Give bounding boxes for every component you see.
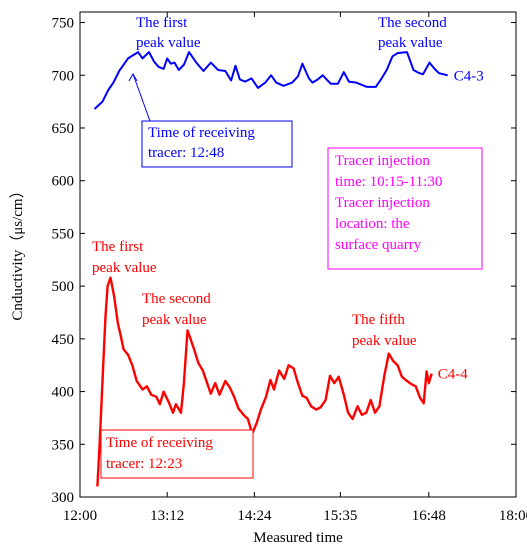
x-tick-label: 12:00	[63, 508, 97, 524]
x-axis: 12:00 13:12 14:24 15:35 16:48 18:00	[63, 12, 527, 524]
annotation-text: The fifth	[352, 312, 405, 328]
series-label-c4-3: C4-3	[454, 68, 484, 84]
series-line-c4-3	[93, 51, 448, 110]
annotation-text: The second	[378, 15, 447, 31]
y-tick-label: 750	[52, 16, 75, 32]
annotation-text: Time of receiving	[106, 435, 213, 451]
annotation-arrow	[132, 73, 151, 122]
y-tick-label: 300	[52, 490, 75, 506]
annotation-text: surface quarry	[335, 237, 422, 253]
annotation-text: peak value	[352, 333, 417, 349]
annotation-text: The second	[142, 291, 211, 307]
annotation-text: peak value	[378, 35, 443, 51]
annotation-text: Time of receiving	[148, 125, 255, 141]
y-tick-label: 650	[52, 121, 75, 137]
series-line-c4-4	[96, 276, 433, 487]
annotation-text: The first	[92, 239, 144, 255]
annotation-text: time: 10:15-11:30	[335, 174, 442, 190]
series-layer: C4-3 C4-4	[93, 51, 484, 487]
plot-frame	[79, 11, 517, 498]
annotation-text: tracer: 12:23	[106, 456, 182, 472]
x-tick-label: 13:12	[150, 508, 184, 524]
annotation-text: peak value	[92, 260, 157, 276]
y-tick-label: 350	[52, 437, 75, 453]
x-axis-title: Measured time	[253, 530, 343, 546]
annotation-box	[100, 429, 254, 479]
x-tick-label: 14:24	[237, 508, 272, 524]
annotation-text: Tracer injection	[335, 195, 430, 211]
y-tick-label: 450	[52, 332, 75, 348]
annotation-arrowhead	[128, 72, 138, 82]
annotation-text: The first	[136, 15, 188, 31]
x-tick-label: 18:00	[499, 508, 527, 524]
y-axis: 300 350 400 450 500 550 600 650 700 750	[52, 16, 516, 506]
x-tick-label: 15:35	[323, 508, 357, 524]
y-tick-label: 550	[52, 226, 75, 242]
y-tick-label: 400	[52, 385, 75, 401]
annotation-text: Tracer injection	[335, 153, 430, 169]
annotations-layer: The first peak value The second peak value T…	[92, 15, 483, 479]
annotation-text: peak value	[136, 35, 201, 51]
y-tick-label: 500	[52, 279, 75, 295]
series-label-c4-4: C4-4	[438, 367, 469, 383]
annotation-box	[327, 147, 483, 270]
annotation-text: peak value	[142, 312, 207, 328]
annotation-text: tracer: 12:48	[148, 145, 224, 161]
y-tick-label: 700	[52, 68, 75, 84]
y-axis-title: Cnductivity（μs/cm）	[9, 183, 26, 320]
x-tick-label: 16:48	[412, 508, 446, 524]
y-tick-label: 600	[52, 174, 75, 190]
annotation-text: location: the	[335, 216, 410, 232]
annotation-box	[141, 120, 293, 168]
